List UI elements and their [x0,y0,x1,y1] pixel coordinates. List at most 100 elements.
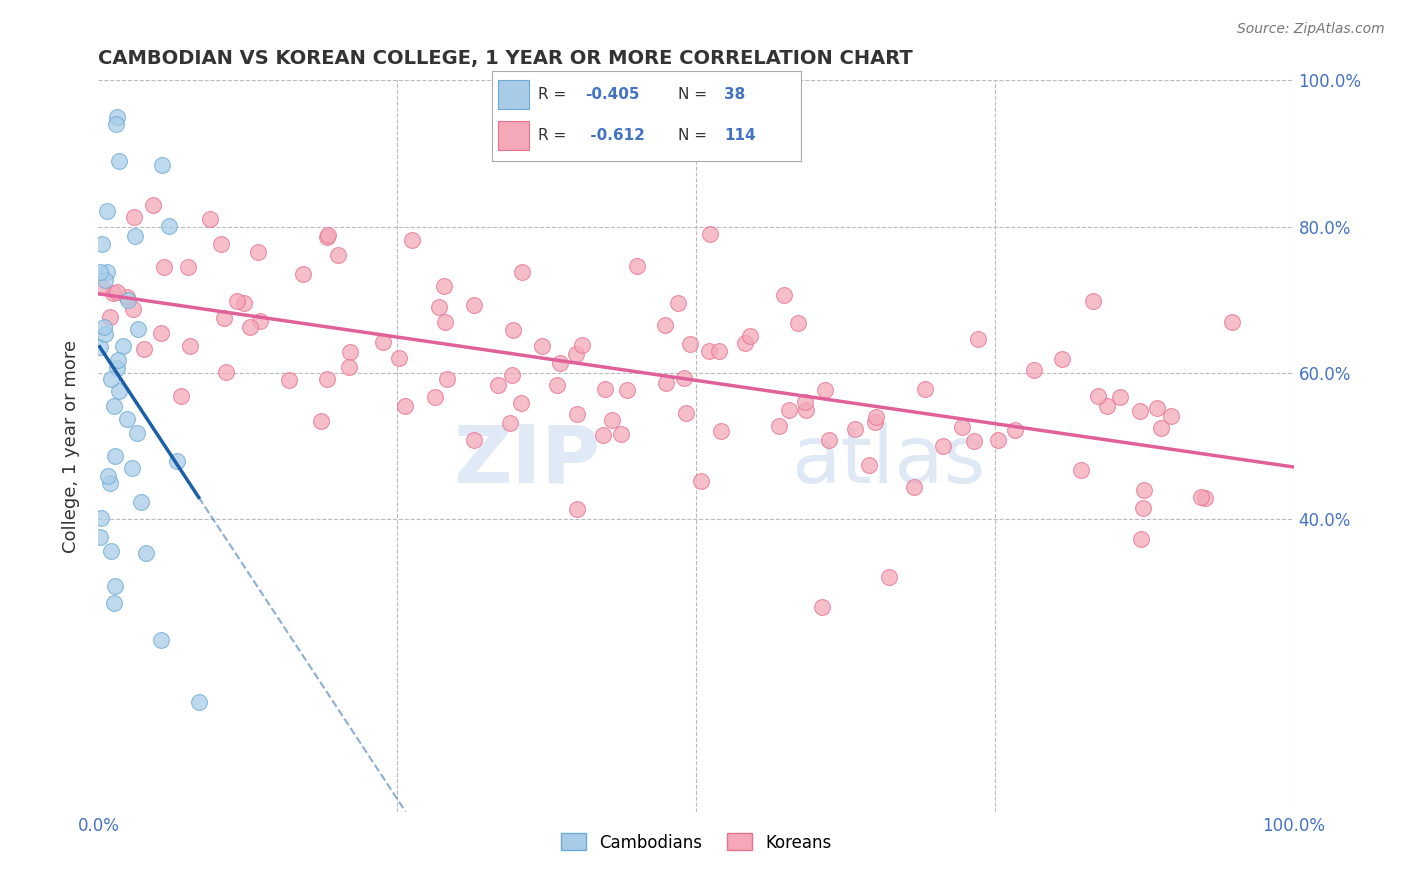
Text: R =: R = [538,87,572,102]
Point [1129,404,1152,418]
Point [124,210,146,224]
Point [509,395,531,409]
Point [316,372,339,386]
Point [107,154,129,169]
Point [609,426,631,441]
Point [565,346,588,360]
Point [200,212,222,227]
Point [103,286,125,301]
Point [675,406,697,420]
Point [436,372,458,386]
Point [550,356,572,370]
Point [793,394,815,409]
Point [170,389,193,403]
Point [626,259,648,273]
Point [571,338,593,352]
Point [498,417,520,431]
Point [433,279,456,293]
Point [710,424,733,438]
Point [778,403,800,417]
Point [595,382,617,396]
Point [967,332,990,346]
Point [226,293,249,308]
FancyBboxPatch shape [498,121,529,150]
Y-axis label: College, 1 year or more: College, 1 year or more [62,340,80,552]
Point [987,433,1010,447]
Point [215,365,238,379]
Point [655,376,678,390]
Point [94,326,117,341]
Point [129,495,152,509]
Text: -0.612: -0.612 [585,128,645,143]
Point [709,343,731,358]
Point [501,368,523,382]
Point [121,302,143,317]
Point [339,345,361,359]
Point [1194,491,1216,505]
Point [105,117,128,131]
Point [371,335,394,350]
Point [103,399,125,413]
Point [858,458,880,473]
Point [865,415,887,429]
Point [865,409,887,424]
Point [93,320,115,334]
Point [97,469,120,483]
Point [100,372,122,386]
Point [679,337,702,351]
Point [108,384,131,398]
Point [124,228,146,243]
Point [117,293,139,307]
Point [98,310,121,324]
Point [315,230,337,244]
Point [531,339,554,353]
Point [814,384,837,398]
Point [600,413,623,427]
Point [309,414,332,428]
Point [212,311,235,326]
Point [246,245,269,260]
Point [105,360,128,375]
Point [111,339,134,353]
Point [388,351,411,365]
Point [1189,490,1212,504]
Point [565,502,588,516]
Point [89,340,111,354]
Point [666,296,689,310]
Point [817,433,839,447]
Point [1220,315,1243,329]
Point [142,197,165,211]
Point [117,411,139,425]
Point [1150,421,1173,435]
Point [1160,409,1182,424]
Text: ZIP: ZIP [453,422,600,500]
Point [134,342,156,356]
Point [96,204,118,219]
Point [239,320,262,334]
Point [567,407,589,421]
Point [1109,390,1132,404]
Point [1022,362,1045,376]
Text: -0.405: -0.405 [585,87,640,102]
Point [150,326,173,340]
Point [786,316,808,330]
Point [502,323,524,337]
FancyBboxPatch shape [498,80,529,109]
Point [107,352,129,367]
Point [103,596,125,610]
Point [1070,463,1092,477]
Point [914,382,936,396]
Point [89,530,111,544]
Point [115,289,138,303]
Point [209,237,232,252]
Point [546,378,568,392]
Point [394,399,416,413]
Point [179,339,201,353]
Point [316,228,339,243]
Point [328,248,350,262]
Point [740,329,762,343]
Point [337,360,360,375]
Point [1133,483,1156,497]
Point [1146,401,1168,415]
Point [616,383,638,397]
